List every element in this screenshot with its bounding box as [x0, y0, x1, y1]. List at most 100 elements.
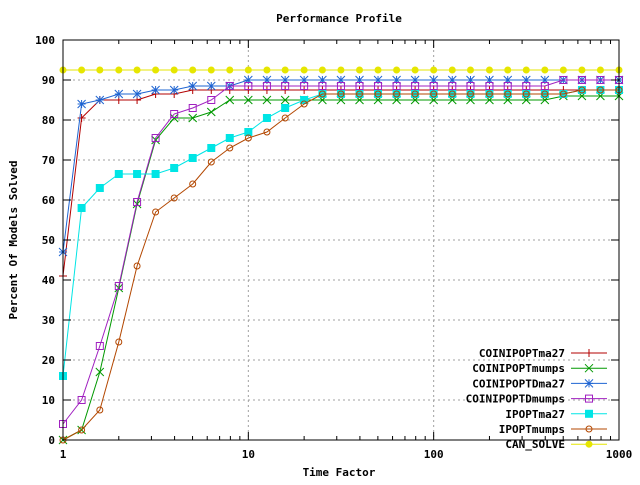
data-point	[95, 184, 104, 192]
data-point	[170, 164, 179, 172]
data-point	[244, 82, 253, 90]
data-point	[559, 66, 567, 74]
y-tick-label: 90	[42, 74, 55, 87]
data-point	[188, 81, 198, 91]
data-point	[78, 426, 86, 434]
data-point	[485, 66, 493, 74]
data-point	[170, 110, 179, 118]
series-CAN_SOLVE	[59, 66, 623, 74]
data-point	[114, 282, 123, 290]
x-tick-label: 1000	[606, 448, 633, 461]
data-point	[466, 90, 474, 98]
data-point	[78, 66, 86, 74]
data-point	[374, 90, 382, 98]
data-point	[559, 76, 568, 84]
data-point	[596, 76, 605, 84]
data-point	[281, 66, 289, 74]
data-point	[430, 66, 438, 74]
legend-swatch-marker	[585, 425, 593, 433]
data-point	[356, 66, 364, 74]
data-point	[300, 66, 308, 74]
data-point	[541, 90, 549, 98]
data-point	[522, 82, 531, 90]
legend-item: COINIPOPTmumps	[472, 362, 607, 375]
data-point	[77, 396, 86, 404]
data-point	[577, 76, 586, 84]
data-point	[96, 66, 104, 74]
series-line	[62, 79, 619, 425]
data-point	[170, 66, 178, 74]
legend-item: IPOPTma27	[505, 408, 607, 421]
data-point	[263, 66, 271, 74]
data-point	[188, 104, 197, 112]
data-point	[77, 99, 86, 109]
data-point	[207, 66, 215, 74]
y-tick-label: 70	[42, 154, 55, 167]
data-point	[95, 367, 105, 377]
data-point	[132, 89, 142, 99]
data-point	[596, 86, 604, 94]
data-point	[336, 82, 345, 90]
y-tick-label: 60	[42, 194, 55, 207]
data-point	[189, 66, 197, 74]
data-point	[318, 66, 326, 74]
data-point	[225, 82, 234, 90]
y-tick-label: 0	[48, 434, 55, 447]
data-point	[188, 154, 197, 162]
data-point	[152, 208, 160, 216]
x-tick-label: 10	[242, 448, 255, 461]
data-point	[114, 283, 124, 293]
data-point	[522, 90, 530, 98]
legend-label: IPOPTma27	[505, 408, 565, 421]
data-point	[485, 90, 493, 98]
data-point	[596, 66, 604, 74]
data-point	[466, 66, 474, 74]
data-point	[503, 82, 512, 90]
legend-swatch-marker	[585, 409, 593, 418]
data-point	[411, 82, 420, 90]
grid-layer	[63, 40, 619, 440]
y-tick-label: 10	[42, 394, 55, 407]
data-point	[95, 95, 105, 105]
x-tick-label: 100	[424, 448, 444, 461]
legend-swatch-marker	[585, 349, 593, 357]
data-point	[430, 90, 438, 98]
data-point	[393, 90, 401, 98]
legend-item: IPOPTmumps	[499, 423, 607, 436]
data-point	[207, 158, 215, 166]
data-point	[244, 134, 252, 142]
data-point	[504, 66, 512, 74]
data-point	[262, 114, 271, 122]
data-point	[170, 194, 178, 202]
legend-swatch-marker	[585, 394, 593, 403]
series-COINIPOPTDmumps	[59, 76, 623, 428]
data-point	[448, 82, 457, 90]
series-line	[62, 89, 619, 441]
data-point	[114, 170, 123, 178]
data-point	[262, 95, 272, 105]
data-point	[393, 66, 401, 74]
data-point	[280, 95, 290, 105]
data-point	[318, 90, 326, 98]
data-point	[281, 114, 289, 122]
data-point	[188, 113, 198, 123]
y-tick-label: 40	[42, 274, 55, 287]
data-point	[541, 66, 549, 74]
data-point	[226, 144, 234, 152]
data-point	[448, 66, 456, 74]
data-point	[262, 82, 271, 90]
y-tick-label: 80	[42, 114, 55, 127]
data-point	[411, 66, 419, 74]
data-point	[318, 82, 327, 90]
data-point	[540, 82, 549, 90]
y-tick-label: 50	[42, 234, 55, 247]
data-point	[96, 406, 104, 414]
x-axis-label: Time Factor	[303, 466, 376, 479]
chart-title: Performance Profile	[276, 12, 402, 25]
data-point	[244, 66, 252, 74]
data-point	[522, 66, 530, 74]
legend-label: COINIPOPTDma27	[472, 377, 565, 390]
data-point	[263, 128, 271, 136]
